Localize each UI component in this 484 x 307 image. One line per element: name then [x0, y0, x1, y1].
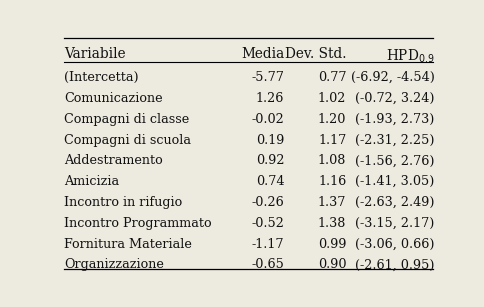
- Text: 0.74: 0.74: [255, 175, 284, 188]
- Text: Amicizia: Amicizia: [64, 175, 119, 188]
- Text: Compagni di classe: Compagni di classe: [64, 113, 189, 126]
- Text: 0.19: 0.19: [256, 134, 284, 146]
- Text: (-1.93, 2.73): (-1.93, 2.73): [354, 113, 434, 126]
- Text: 1.37: 1.37: [317, 196, 346, 209]
- Text: -0.65: -0.65: [251, 258, 284, 271]
- Text: 0.90: 0.90: [317, 258, 346, 271]
- Text: 0.77: 0.77: [317, 71, 346, 84]
- Text: Incontro in rifugio: Incontro in rifugio: [64, 196, 182, 209]
- Text: -0.02: -0.02: [251, 113, 284, 126]
- Text: -1.17: -1.17: [251, 238, 284, 251]
- Text: 0.92: 0.92: [255, 154, 284, 167]
- Text: (-0.72, 3.24): (-0.72, 3.24): [354, 92, 434, 105]
- Text: 1.02: 1.02: [317, 92, 346, 105]
- Text: -5.77: -5.77: [251, 71, 284, 84]
- Text: (-2.63, 2.49): (-2.63, 2.49): [354, 196, 434, 209]
- Text: (-3.06, 0.66): (-3.06, 0.66): [354, 238, 434, 251]
- Text: Compagni di scuola: Compagni di scuola: [64, 134, 191, 146]
- Text: 0.99: 0.99: [317, 238, 346, 251]
- Text: (-1.56, 2.76): (-1.56, 2.76): [354, 154, 434, 167]
- Text: Incontro Programmato: Incontro Programmato: [64, 217, 212, 230]
- Text: 1.26: 1.26: [256, 92, 284, 105]
- Text: (-6.92, -4.54): (-6.92, -4.54): [350, 71, 434, 84]
- Text: 1.16: 1.16: [318, 175, 346, 188]
- Text: -0.52: -0.52: [251, 217, 284, 230]
- Text: (-2.61, 0.95): (-2.61, 0.95): [354, 258, 434, 271]
- Text: Dev. Std.: Dev. Std.: [284, 48, 346, 61]
- Text: Organizzazione: Organizzazione: [64, 258, 164, 271]
- Text: 1.17: 1.17: [318, 134, 346, 146]
- Text: Media: Media: [241, 48, 284, 61]
- Text: (-1.41, 3.05): (-1.41, 3.05): [354, 175, 434, 188]
- Text: Comunicazione: Comunicazione: [64, 92, 163, 105]
- Text: Addestramento: Addestramento: [64, 154, 163, 167]
- Text: (-2.31, 2.25): (-2.31, 2.25): [354, 134, 434, 146]
- Text: 1.20: 1.20: [317, 113, 346, 126]
- Text: HPD$_{0.9}$: HPD$_{0.9}$: [385, 48, 434, 65]
- Text: 1.08: 1.08: [317, 154, 346, 167]
- Text: (-3.15, 2.17): (-3.15, 2.17): [354, 217, 434, 230]
- Text: Variabile: Variabile: [64, 48, 126, 61]
- Text: 1.38: 1.38: [317, 217, 346, 230]
- Text: Fornitura Materiale: Fornitura Materiale: [64, 238, 192, 251]
- Text: (Intercetta): (Intercetta): [64, 71, 139, 84]
- Text: -0.26: -0.26: [251, 196, 284, 209]
